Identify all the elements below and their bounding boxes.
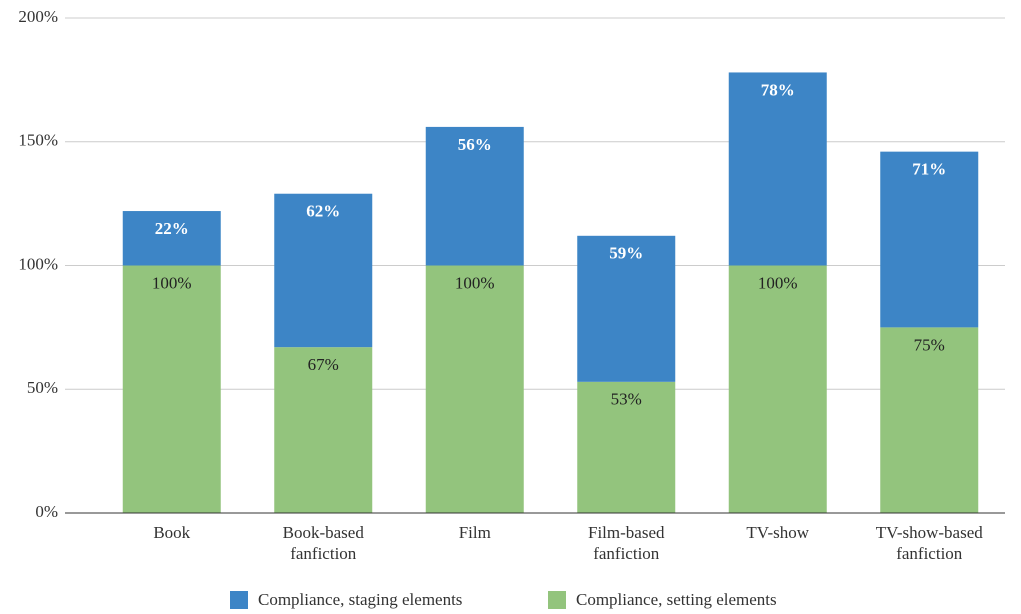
y-tick-label: 100% xyxy=(18,254,58,273)
bar-segment xyxy=(274,347,373,513)
x-tick-label: TV-show xyxy=(746,523,809,542)
x-tick-label: Book xyxy=(153,523,190,542)
data-label: 22% xyxy=(155,219,189,238)
bar-segment xyxy=(425,265,524,513)
legend-swatch xyxy=(548,591,566,609)
y-tick-label: 150% xyxy=(18,131,58,150)
legend-label: Compliance, staging elements xyxy=(258,590,462,609)
data-label: 56% xyxy=(458,135,492,154)
bar-segment xyxy=(577,235,676,382)
data-label: 59% xyxy=(609,244,643,263)
x-tick-label: Film xyxy=(459,523,491,542)
y-tick-label: 0% xyxy=(35,502,58,521)
bar-segment xyxy=(728,265,827,513)
bar-segment xyxy=(122,265,221,513)
data-label: 67% xyxy=(308,355,339,374)
y-tick-label: 50% xyxy=(27,378,58,397)
bar-segment xyxy=(880,151,979,328)
x-tick-label: Film-based fanfiction xyxy=(588,523,665,563)
data-label: 100% xyxy=(758,273,798,292)
data-label: 100% xyxy=(152,273,192,292)
data-label: 78% xyxy=(761,80,795,99)
legend-swatch xyxy=(230,591,248,609)
bar-segment xyxy=(728,72,827,266)
legend-label: Compliance, setting elements xyxy=(576,590,777,609)
bar-segment xyxy=(122,211,221,266)
bar-segment xyxy=(880,327,979,513)
data-label: 53% xyxy=(611,390,642,409)
bar-segment xyxy=(425,126,524,266)
data-label: 100% xyxy=(455,273,495,292)
x-tick-label: Book-based fanfiction xyxy=(283,523,365,563)
bar-segment xyxy=(577,381,676,513)
data-label: 62% xyxy=(306,202,340,221)
data-label: 75% xyxy=(914,335,945,354)
data-label: 71% xyxy=(912,160,946,179)
y-tick-label: 200% xyxy=(18,7,58,26)
x-tick-label: TV-show-based fanfiction xyxy=(876,523,984,563)
bar-segment xyxy=(274,193,373,348)
